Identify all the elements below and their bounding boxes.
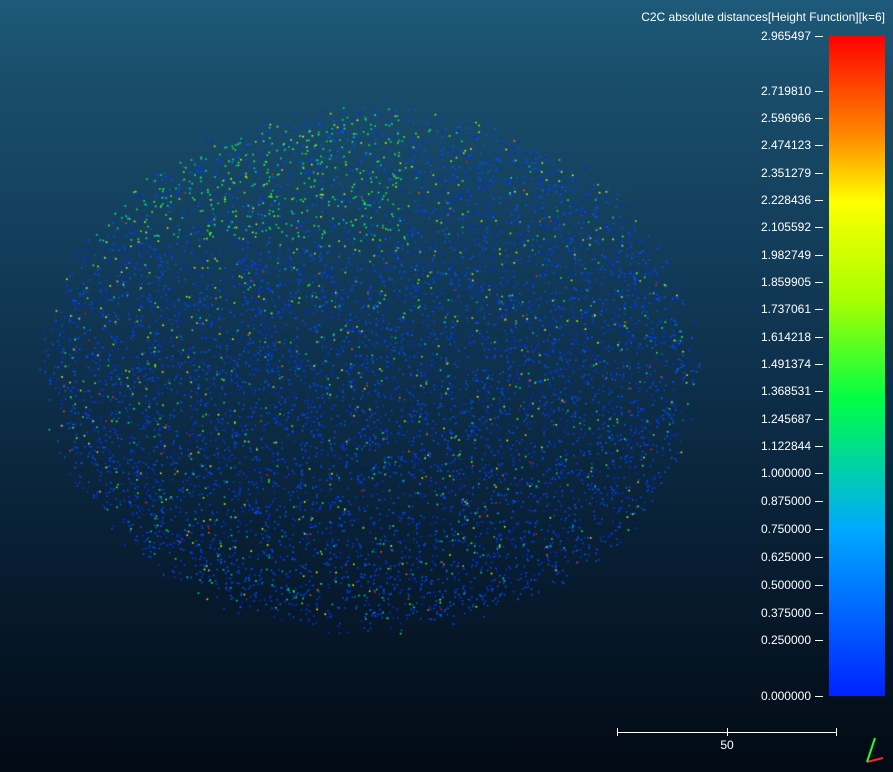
colorbar-tick-label: 0.625000 [761,550,811,564]
colorbar-tick [815,227,823,228]
colorbar-tick [815,200,823,201]
colorbar-tick-label: 2.596966 [761,111,811,125]
colorbar-tick [815,391,823,392]
colorbar-tick-label: 1.859905 [761,275,811,289]
colorbar-gradient [829,36,885,696]
axis-x [867,758,883,762]
colorbar-tick-label: 1.614218 [761,330,811,344]
colorbar-tick [815,255,823,256]
colorbar-tick [815,529,823,530]
colorbar-tick-label: 0.000000 [761,689,811,703]
scalebar-end-left [617,728,618,736]
colorbar-tick [815,36,823,37]
colorbar-tick [815,557,823,558]
colorbar-tick-label: 2.228436 [761,193,811,207]
colorbar-tick [815,145,823,146]
scalebar-end-right [836,728,837,736]
colorbar-tick [815,364,823,365]
axis-y [867,738,875,762]
colorbar-tick-label: 2.474123 [761,138,811,152]
colorbar-tick-label: 2.719810 [761,84,811,98]
colorbar-tick-label: 1.122844 [761,439,811,453]
colorbar-tick-label: 0.750000 [761,522,811,536]
colorbar-tick [815,696,823,697]
colorbar-tick-label: 2.965497 [761,29,811,43]
colorbar-tick [815,118,823,119]
colorbar-tick [815,473,823,474]
colorbar-tick-label: 1.982749 [761,248,811,262]
colorbar-tick [815,173,823,174]
colorbar-tick-label: 1.491374 [761,357,811,371]
axis-gizmo [863,734,887,766]
colorbar-tick-label: 0.875000 [761,494,811,508]
scalebar-end-mid [727,728,728,736]
colorbar-tick [815,309,823,310]
viewport-3d[interactable]: C2C absolute distances[Height Function][… [0,0,893,772]
scalebar-label: 50 [617,738,837,752]
colorbar-tick [815,640,823,641]
scalar-field-title: C2C absolute distances[Height Function][… [641,10,885,24]
colorbar-tick [815,585,823,586]
colorbar-tick [815,91,823,92]
pointcloud-render [20,100,720,660]
colorbar-tick-label: 1.000000 [761,466,811,480]
colorbar-tick-label: 0.375000 [761,606,811,620]
colorbar-tick [815,419,823,420]
colorbar-tick-label: 2.351279 [761,166,811,180]
colorbar-tick-label: 1.737061 [761,302,811,316]
colorbar-tick-label: 0.250000 [761,633,811,647]
colorbar-tick-label: 2.105592 [761,220,811,234]
scale-bar: 50 [617,732,837,750]
colorbar-tick [815,337,823,338]
colorbar-tick-label: 1.245687 [761,412,811,426]
colorbar-tick [815,501,823,502]
colorbar-tick [815,613,823,614]
colorbar-tick [815,282,823,283]
colorbar-tick [815,446,823,447]
colorbar-tick-label: 1.368531 [761,384,811,398]
colorbar [829,36,885,696]
colorbar-tick-label: 0.500000 [761,578,811,592]
